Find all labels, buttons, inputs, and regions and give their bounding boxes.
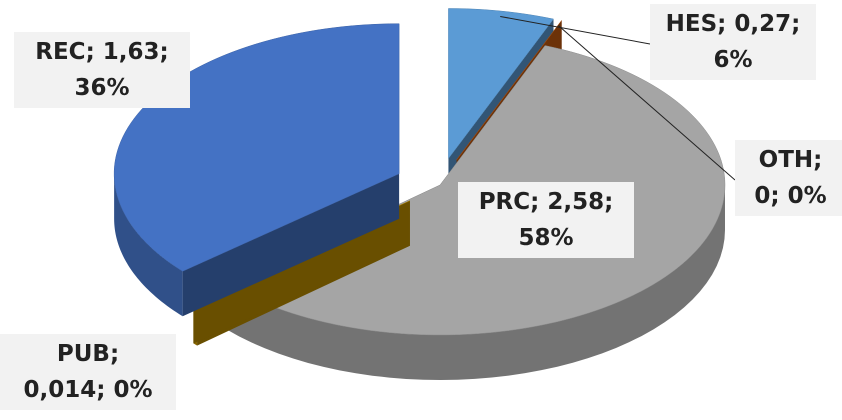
percent: 0% (787, 183, 827, 209)
category: PRC (478, 189, 531, 215)
separator: ; (791, 11, 801, 37)
percent: 6% (713, 47, 753, 73)
slice-side (227, 185, 725, 380)
separator: ; (530, 189, 540, 215)
leader-line (500, 15, 651, 45)
separator: ; (770, 183, 780, 209)
separator: ; (159, 39, 169, 65)
slice-top (456, 20, 562, 161)
value: 0,27 (734, 11, 792, 37)
category: REC (35, 39, 86, 65)
value: 2,58 (547, 189, 605, 215)
data-label: REC; 1,63; 36% (14, 32, 190, 108)
separator: ; (85, 39, 95, 65)
value: 0 (754, 183, 771, 209)
separator: ; (109, 341, 120, 367)
slice-edge (182, 173, 400, 317)
separator: ; (717, 11, 727, 37)
percent: 36% (74, 75, 130, 101)
separator: ; (813, 147, 823, 173)
data-label: OTH; 0; 0% (735, 140, 842, 216)
percent: 0% (113, 377, 153, 403)
category: PUB (56, 341, 110, 367)
percent: 58% (518, 225, 574, 251)
data-label: PRC; 2,58; 58% (458, 182, 634, 258)
data-label: PUB; 0,014; 0% (0, 334, 176, 410)
data-label: HES; 0,27; 6% (650, 4, 816, 80)
separator: ; (604, 189, 614, 215)
leader-line (557, 25, 736, 181)
category: OTH (758, 147, 814, 173)
value: 0,014 (23, 377, 97, 403)
slice-side (114, 173, 183, 317)
category: HES (665, 11, 718, 37)
slice-top (448, 8, 554, 160)
value: 1,63 (102, 39, 160, 65)
separator: ; (96, 377, 106, 403)
